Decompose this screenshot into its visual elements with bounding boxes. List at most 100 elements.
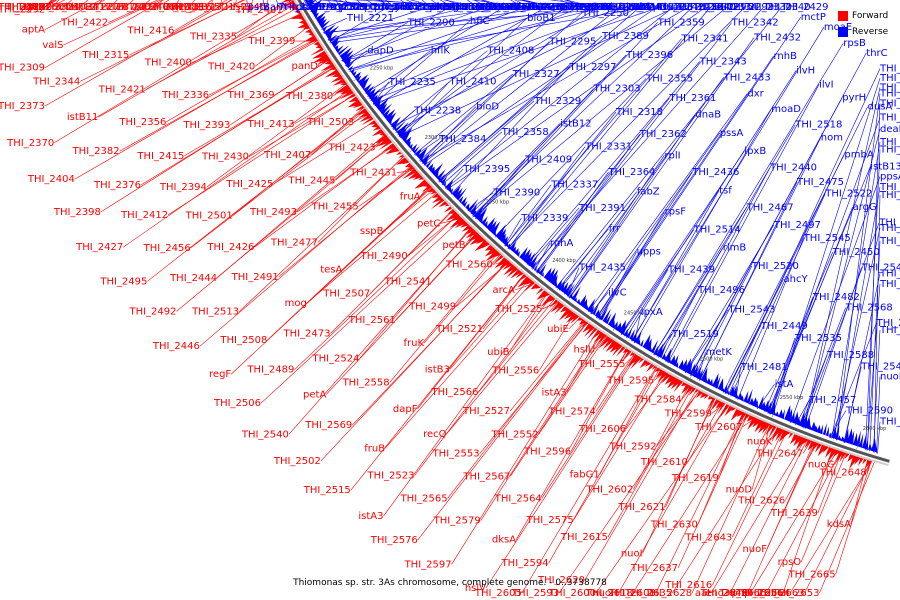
callout-line [790,176,881,424]
callout-line [590,292,609,314]
reverse-gene-label: THI_2261 [594,2,642,13]
gene-glyph [369,88,381,101]
gene-glyph [655,367,663,372]
reverse-gene-label: THI_2613 [879,99,900,110]
gene-glyph [862,458,867,465]
gene-glyph [775,411,780,418]
forward-gene-label: THI_2575 [526,515,574,526]
reverse-gene-label: THI_2480 [370,2,418,13]
forward-gene-label: THI_2415 [136,151,184,162]
reverse-gene-label: THI_2223 [645,2,693,13]
gene-glyph [348,65,354,72]
gene-glyph [297,22,310,29]
forward-gene-label: THI_2495 [99,276,147,287]
callout-line [395,6,599,133]
kbp-tick-mark [471,213,477,219]
reverse-gene-label: THI_2546 [879,137,900,148]
reverse-gene-label: bioF [512,2,533,13]
reverse-gene-label: ahcY [784,274,809,285]
gene-glyph [581,321,589,327]
gene-glyph [673,380,684,393]
gene-glyph [408,171,422,180]
callout-line [323,6,632,33]
reverse-gene-label: THI_2547 [860,362,900,373]
reverse-gene-label: pitT2 [586,2,612,13]
callout-line [699,137,822,381]
gene-glyph [376,98,389,112]
gene-glyph [510,269,522,279]
kbp-tick-label: 2600 kbp [863,426,887,432]
gene-glyph [517,276,532,288]
gene-glyph [361,83,367,90]
gene-glyph [423,159,428,166]
gene-glyph [502,236,508,246]
forward-gene-label: THI_2419 [0,2,45,13]
gene-glyph [857,457,864,467]
gene-glyph [454,187,463,200]
reverse-gene-label: hisC [604,2,625,13]
reverse-gene-label: dapE [540,2,565,13]
forward-gene-label: THI_2574 [548,407,596,418]
forward-gene-label: THI_2523 [366,471,414,482]
gene-glyph [307,0,317,8]
gene-glyph [652,365,657,370]
gene-glyph [352,70,357,77]
forward-gene-label: THI_2507 [322,289,370,300]
callout-line [54,0,293,144]
forward-gene-label: THI_2423 [328,142,376,153]
forward-gene-label: THI_2422 [60,18,108,29]
gene-glyph [596,333,607,346]
gene-glyph [380,103,393,115]
callout-line [317,155,405,243]
gene-glyph [816,424,822,434]
reverse-gene-label: THI_2298 [726,2,774,13]
gene-glyph [586,327,598,340]
callout-line [567,155,665,298]
gene-glyph [843,428,849,444]
gene-glyph [584,325,595,337]
gene-glyph [626,327,633,339]
forward-gene-label: THI_2430 [201,152,249,163]
callout-line [480,331,604,521]
callout-line [618,403,728,594]
callout-line [273,120,376,185]
reverse-gene-label: THI_2568 [845,303,893,314]
forward-gene-label: THI_2643 [684,532,732,543]
callout-line [303,0,309,8]
forward-gene-label: THI_2569 [304,420,352,431]
gene-glyph [526,252,536,266]
forward-gene-label: rpsO [778,557,802,568]
forward-gene-label: THI_2592 [609,441,657,452]
gene-glyph [558,281,565,293]
forward-gene-label: regF [209,369,231,380]
gene-glyph [488,220,497,234]
gene-glyph [451,185,461,198]
gene-glyph [811,442,819,452]
reverse-gene-label: THI_2462 [879,268,900,279]
reverse-gene-label: rpsA [292,2,315,13]
chromosome-backbone-shadow [293,0,889,467]
gene-glyph [493,230,496,237]
gene-glyph [413,146,420,154]
callout-line [801,222,880,428]
callout-line [877,421,881,454]
reverse-gene-label: recR [334,2,357,13]
callout-line [800,354,828,428]
callout-line [399,6,677,138]
gene-glyph [469,204,477,216]
callout-line [504,218,522,246]
callout-line [521,365,658,594]
reverse-gene-label: THI_2545 [803,233,851,244]
callout-line [254,143,395,248]
gene-glyph [312,9,318,19]
forward-gene-label: THI_2335 [189,32,237,43]
gene-glyph [631,332,637,343]
gene-glyph [659,343,667,359]
gene-glyph [788,432,794,439]
forward-gene-label: THI_2456 [143,243,191,254]
gene-glyph [320,20,331,29]
reverse-gene-label: dnaB [695,110,721,121]
forward-gene-label: THI_2369 [227,90,275,101]
forward-gene-label: THI_2595 [606,375,654,386]
callout-line [441,131,502,186]
